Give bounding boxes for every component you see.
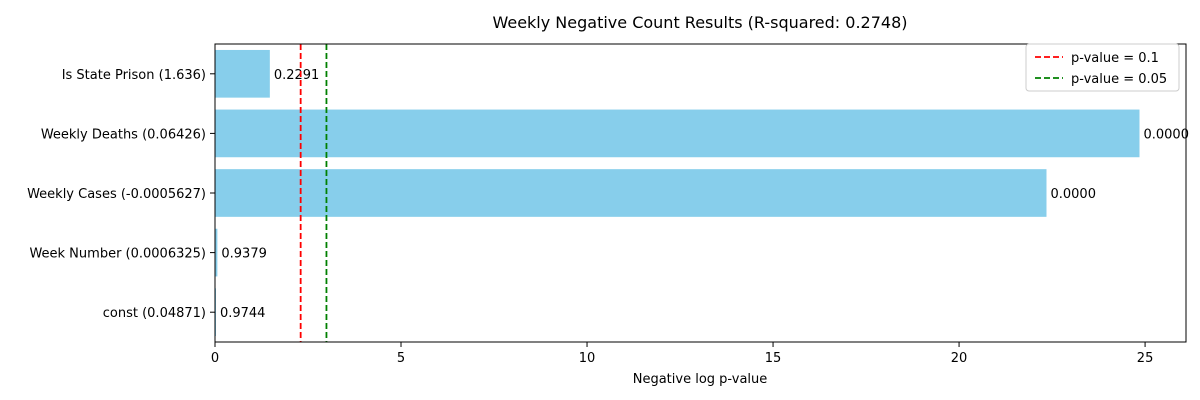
x-tick-label: 0: [211, 351, 219, 366]
x-axis-label: Negative log p-value: [633, 372, 768, 387]
bar-value-label: 0.2291: [274, 68, 320, 83]
x-axis: 0 5 10 15 20 25: [211, 342, 1153, 366]
bar-value-label: 0.9744: [220, 306, 266, 321]
bar: [215, 169, 1047, 217]
legend: p-value = 0.1 p-value = 0.05: [1025, 43, 1180, 92]
y-tick-label: Weekly Cases (-0.0005627): [27, 187, 206, 202]
bar: [215, 49, 270, 98]
x-tick-label: 15: [765, 351, 782, 366]
legend-entry: p-value = 0.1: [1071, 51, 1159, 66]
bar: [215, 228, 218, 277]
bar-value-label: 0.9379: [221, 247, 266, 262]
y-tick-label: Week Number (0.0006325): [29, 247, 206, 262]
legend-box: [1025, 43, 1180, 92]
bar: [215, 109, 1140, 158]
y-tick-label: Weekly Deaths (0.06426): [41, 127, 206, 142]
x-tick-label: 25: [1137, 351, 1154, 366]
y-axis: Is State Prison (1.636) Weekly Deaths (0.…: [27, 68, 215, 321]
x-tick-label: 5: [397, 351, 405, 366]
x-tick-label: 10: [579, 351, 596, 366]
bar-value-label: 0.0000: [1050, 187, 1096, 202]
y-tick-label: const (0.04871): [103, 306, 206, 321]
chart-title: Weekly Negative Count Results (R-squared…: [492, 13, 907, 32]
x-tick-label: 20: [951, 351, 968, 366]
bar-value-label: 0.0000: [1143, 127, 1189, 142]
legend-entry: p-value = 0.05: [1071, 72, 1167, 87]
plot-area: 0.2291 0.0000 0.0000 0.9379 0.9744: [215, 44, 1189, 342]
y-tick-label: Is State Prison (1.636): [62, 68, 206, 83]
